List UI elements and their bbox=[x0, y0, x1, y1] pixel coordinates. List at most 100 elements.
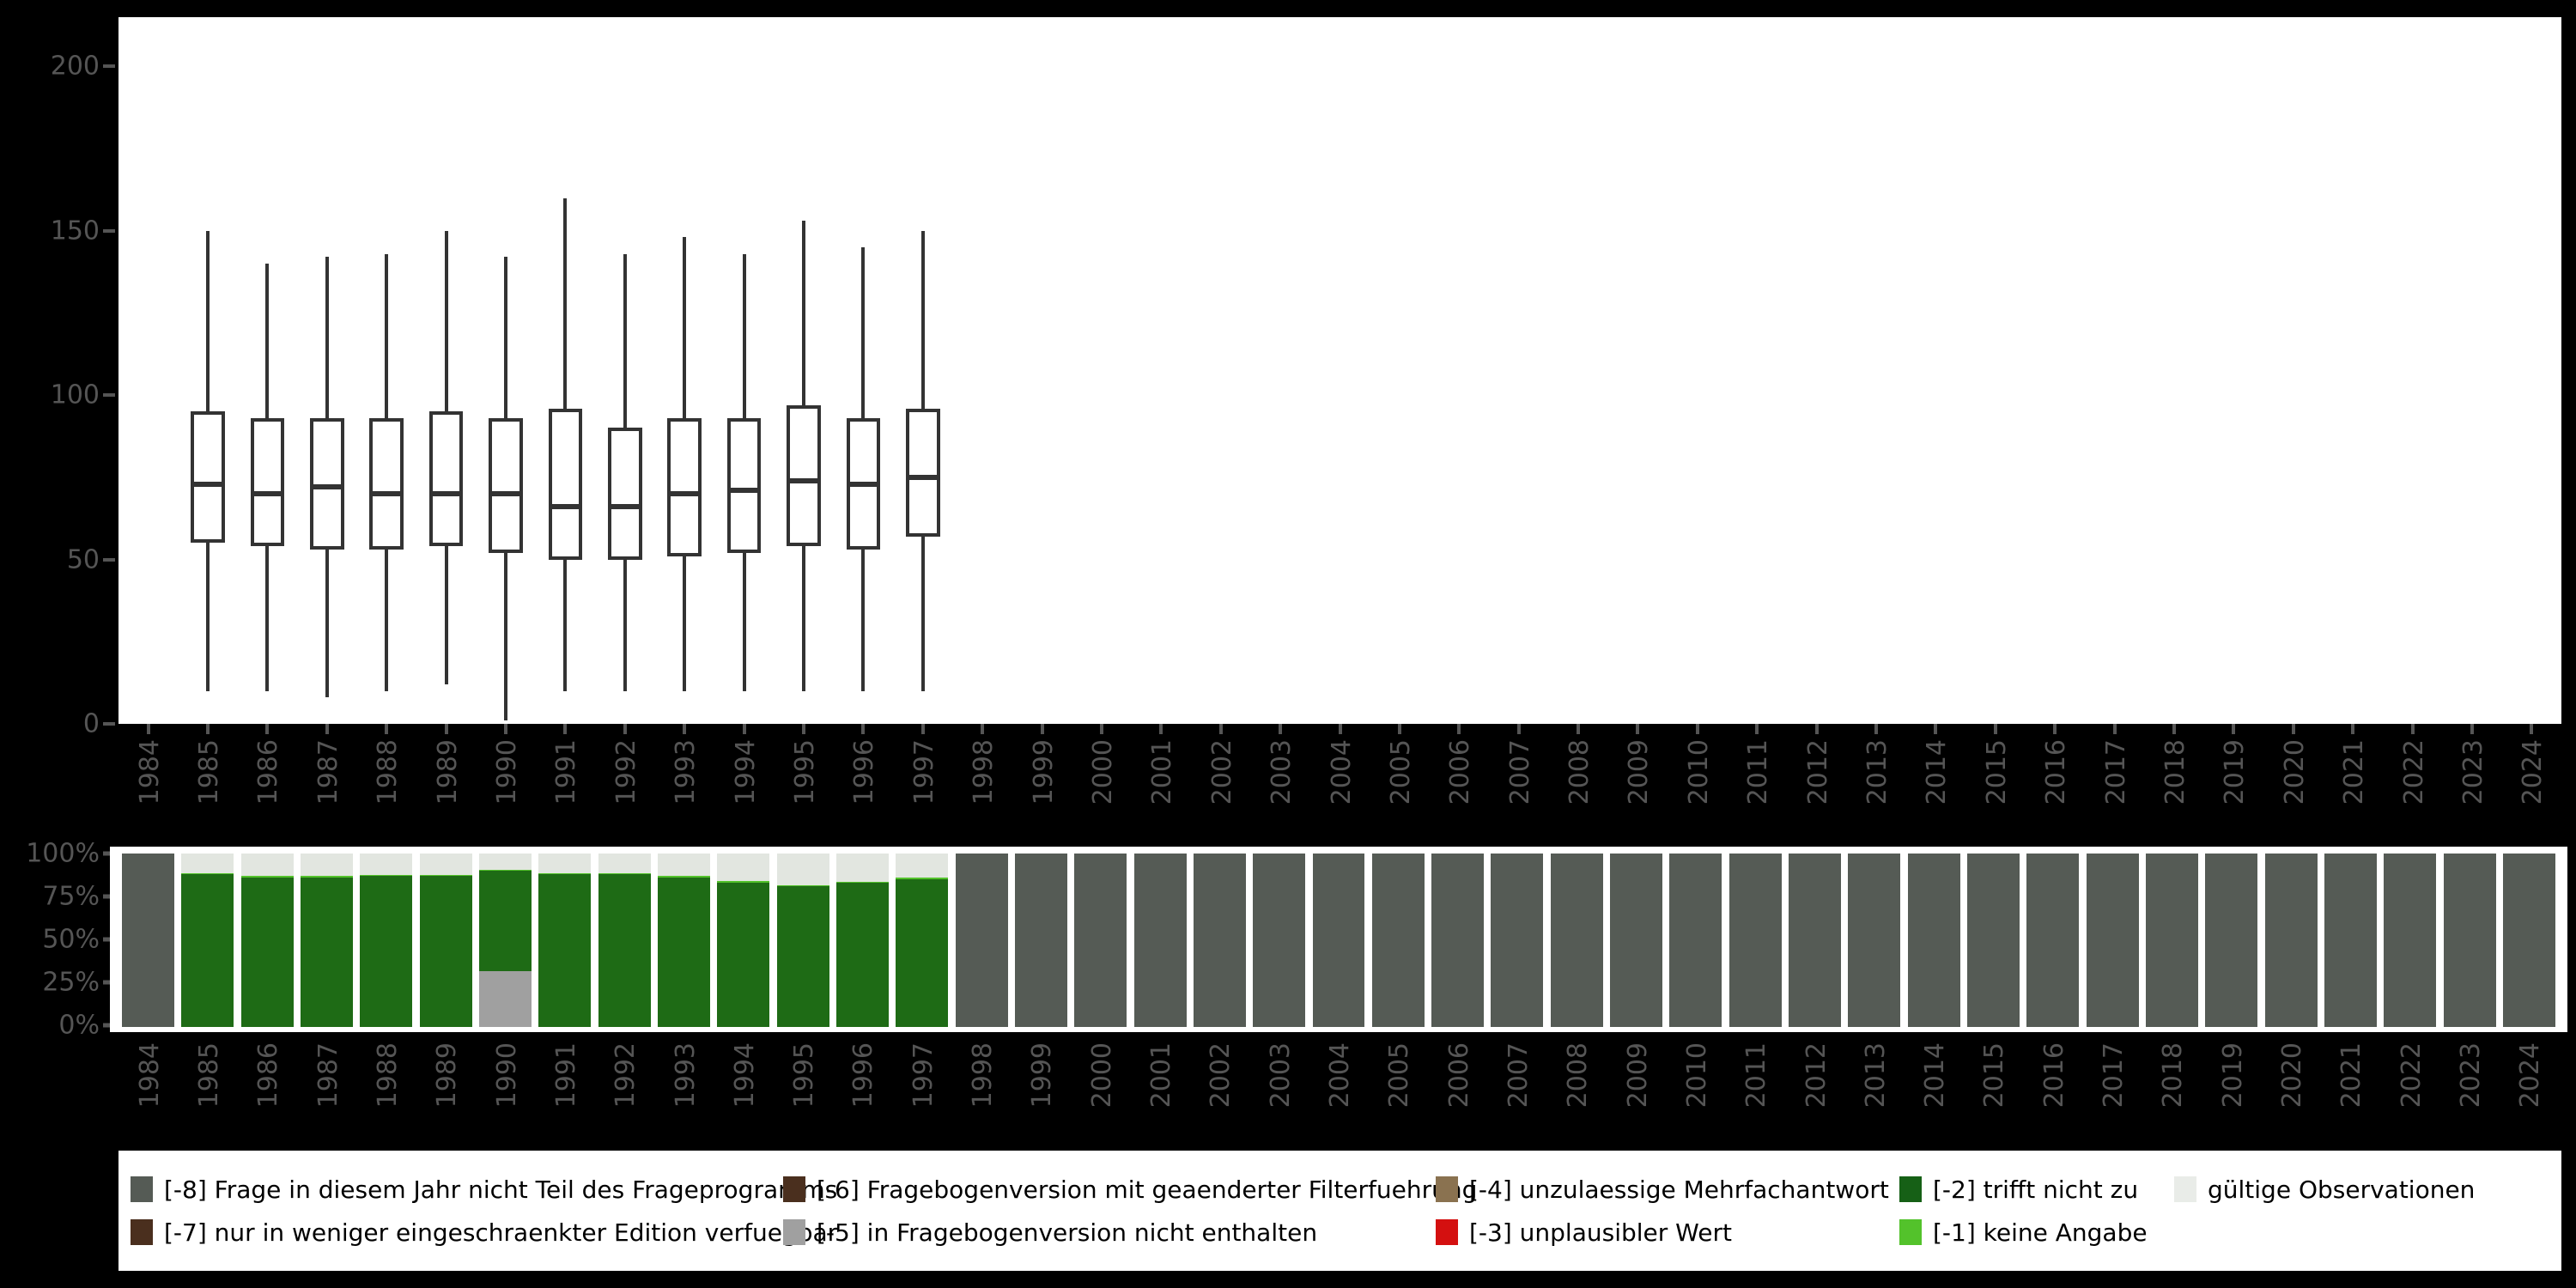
boxplot-xtick-mark bbox=[563, 724, 568, 734]
boxplot-xtick-label: 1999 bbox=[1028, 739, 1059, 805]
boxplot-xtick-mark bbox=[2351, 724, 2355, 734]
boxplot-xtick-label: 2004 bbox=[1326, 739, 1357, 805]
boxplot-iqr-rect bbox=[548, 408, 583, 560]
boxplot-xtick-label: 2023 bbox=[2458, 739, 2488, 805]
boxplot-median-line bbox=[667, 491, 702, 497]
bar-column bbox=[2086, 854, 2139, 1027]
bar-segment bbox=[240, 878, 294, 1027]
bar-segment bbox=[2145, 854, 2198, 1027]
barchart-ytick-label: 0% bbox=[58, 1010, 100, 1041]
boxplot-xtick-label: 2024 bbox=[2518, 739, 2549, 805]
legend-item[interactable]: [-5] in Fragebogenversion nicht enthalte… bbox=[783, 1218, 1436, 1247]
boxplot-xtick-label: 2002 bbox=[1206, 739, 1237, 805]
barchart-xtick-label: 2007 bbox=[1503, 1042, 1534, 1109]
bar-segment bbox=[301, 875, 354, 878]
boxplot-xtick-label: 2015 bbox=[1981, 739, 2012, 805]
legend-item[interactable]: [-8] Frage in diesem Jahr nicht Teil des… bbox=[131, 1176, 837, 1204]
boxplot-median-line bbox=[548, 504, 583, 510]
bar-segment bbox=[301, 854, 354, 876]
bar-segment bbox=[896, 854, 949, 878]
bar-segment bbox=[1610, 854, 1663, 1027]
bar-segment bbox=[1431, 854, 1485, 1027]
bar-column bbox=[1669, 854, 1722, 1027]
boxplot-box bbox=[249, 17, 286, 724]
boxplot-median-line bbox=[310, 484, 344, 490]
boxplot-x-axis: 1984 1985 1986 1987 1988 1989 1990 1991 1992 1993… bbox=[118, 724, 2561, 841]
boxplot-xtick-label: 2021 bbox=[2339, 739, 2370, 805]
boxplot-plot-area bbox=[118, 17, 2561, 724]
bar-column bbox=[1431, 854, 1485, 1027]
bar-column bbox=[2264, 854, 2318, 1027]
boxplot-median-line bbox=[846, 481, 881, 487]
barchart-xtick-label: 2024 bbox=[2515, 1042, 2546, 1109]
legend-item[interactable]: [-7] nur in weniger eingeschraenkter Edi… bbox=[131, 1218, 837, 1247]
boxplot-xtick-mark bbox=[2410, 724, 2415, 734]
legend-item[interactable]: [-1] keine Angabe bbox=[1899, 1218, 2174, 1247]
barchart-xtick-label: 1998 bbox=[968, 1042, 999, 1109]
bar-segment bbox=[835, 883, 889, 1027]
boxplot-xtick-mark bbox=[325, 724, 329, 734]
boxplot-box bbox=[190, 17, 227, 724]
boxplot-xtick-label: 2020 bbox=[2279, 739, 2310, 805]
boxplot-xtick-label: 2006 bbox=[1445, 739, 1476, 805]
bar-segment bbox=[181, 854, 234, 873]
boxplot-xtick-mark bbox=[1338, 724, 1342, 734]
bar-column bbox=[1312, 854, 1365, 1027]
boxplot-y-axis: 200 150 100 50 0 bbox=[0, 0, 118, 739]
bar-column bbox=[896, 854, 949, 1027]
boxplot-box bbox=[428, 17, 465, 724]
bar-column bbox=[1550, 854, 1603, 1027]
legend-item[interactable]: [-3] unplausibler Wert bbox=[1436, 1218, 1899, 1247]
boxplot-xtick-mark bbox=[801, 724, 805, 734]
boxplot-xtick-label: 2016 bbox=[2041, 739, 2072, 805]
barchart-xtick-label: 2015 bbox=[1979, 1042, 2010, 1109]
barchart-xtick-label: 2023 bbox=[2456, 1042, 2487, 1109]
legend: [-8] Frage in diesem Jahr nicht Teil des… bbox=[118, 1151, 2561, 1271]
barchart-xtick-label: 1991 bbox=[550, 1042, 581, 1109]
barchart-xtick-label: 1995 bbox=[789, 1042, 820, 1109]
bar-segment bbox=[419, 876, 472, 1027]
bar-column bbox=[2502, 854, 2555, 1027]
legend-item[interactable]: [-4] unzulaessige Mehrfachantwort bbox=[1436, 1176, 1899, 1204]
boxplot-iqr-rect bbox=[369, 418, 404, 550]
boxplot-xtick-mark bbox=[1457, 724, 1461, 734]
legend-swatch-icon bbox=[131, 1219, 153, 1245]
boxplot-xtick-label: 1985 bbox=[194, 739, 225, 805]
boxplot-xtick-label: 1997 bbox=[908, 739, 939, 805]
boxplot-xtick-label: 1995 bbox=[789, 739, 820, 805]
bar-segment bbox=[538, 874, 592, 1027]
bar-segment bbox=[896, 878, 949, 880]
boxplot-box bbox=[845, 17, 882, 724]
legend-item[interactable]: [-6] Fragebogenversion mit geaenderter F… bbox=[783, 1176, 1477, 1204]
bar-column bbox=[598, 854, 651, 1027]
bar-column bbox=[479, 854, 532, 1027]
boxplot-xtick-label: 2003 bbox=[1267, 739, 1297, 805]
bar-segment bbox=[1371, 854, 1425, 1027]
boxplot-xtick-mark bbox=[2232, 724, 2236, 734]
bar-column bbox=[717, 854, 770, 1027]
legend-item[interactable]: gültige Observationen bbox=[2174, 1176, 2518, 1204]
legend-label: [-6] Fragebogenversion mit geaenderter F… bbox=[817, 1175, 1478, 1204]
boxplot-ytick-label: 200 bbox=[50, 51, 100, 82]
bar-segment bbox=[598, 872, 651, 875]
legend-label: [-3] unplausibler Wert bbox=[1469, 1218, 1732, 1247]
boxplot-xtick-mark bbox=[1397, 724, 1401, 734]
legend-label: gültige Observationen bbox=[2208, 1175, 2476, 1204]
boxplot-xtick-mark bbox=[385, 724, 389, 734]
barchart-xtick-label: 2004 bbox=[1325, 1042, 1355, 1109]
barchart-y-axis: 100% 75% 50% 25% 0% bbox=[0, 839, 118, 1041]
barchart-xtick-label: 2014 bbox=[1920, 1042, 1951, 1109]
barchart-xtick-label: 1999 bbox=[1027, 1042, 1058, 1109]
bar-segment bbox=[360, 876, 413, 1027]
barchart-xtick-label: 2003 bbox=[1265, 1042, 1296, 1109]
bar-column bbox=[360, 854, 413, 1027]
boxplot-ytick-mark bbox=[103, 228, 115, 233]
legend-swatch-icon bbox=[1899, 1219, 1922, 1245]
legend-swatch-icon bbox=[1436, 1176, 1458, 1202]
bar-column bbox=[240, 854, 294, 1027]
legend-item[interactable]: [-2] trifft nicht zu bbox=[1899, 1176, 2174, 1204]
boxplot-median-line bbox=[905, 474, 940, 480]
bar-segment bbox=[717, 881, 770, 884]
barchart-xtick-label: 2018 bbox=[2158, 1042, 2189, 1109]
legend-label: [-1] keine Angabe bbox=[1933, 1218, 2148, 1247]
